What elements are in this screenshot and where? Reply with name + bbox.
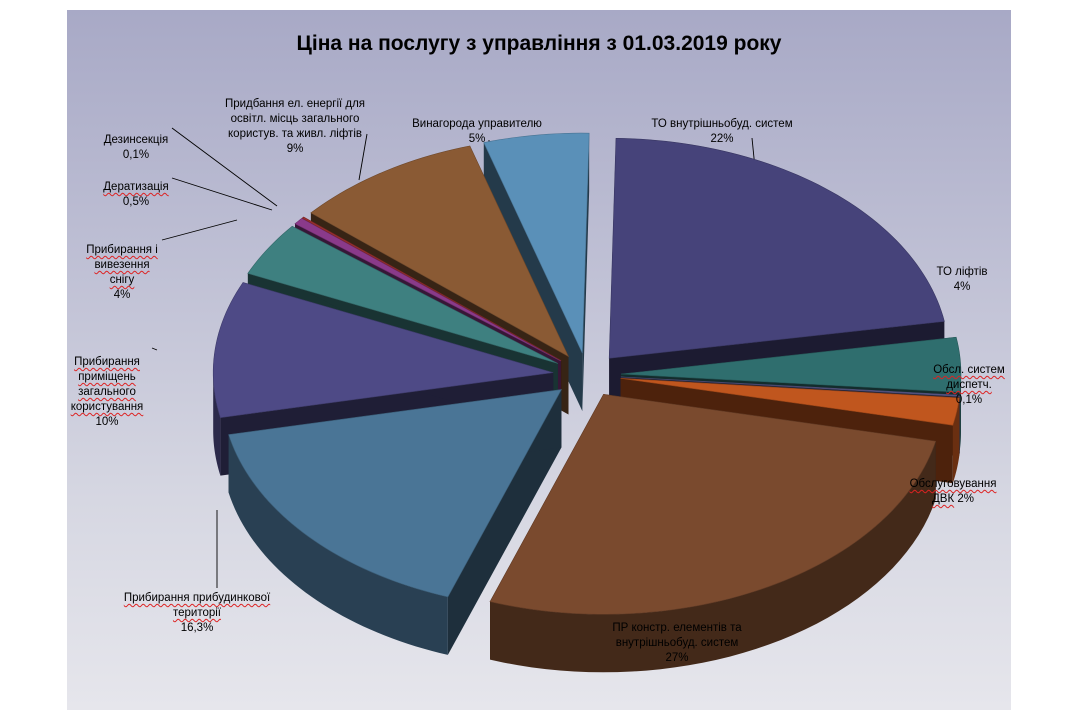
label-derat: Дератизація 0,5% xyxy=(103,181,169,208)
pie-slice xyxy=(620,336,962,393)
pie-slice xyxy=(620,376,961,397)
leader-line xyxy=(171,127,278,207)
pie-slice xyxy=(301,216,562,361)
pie-slice xyxy=(483,132,590,354)
slice-wall xyxy=(582,133,590,412)
slice-outer-wall xyxy=(213,372,221,476)
pie-slice xyxy=(489,393,937,615)
chart-title: Ціна на послугу з управління з 01.03.201… xyxy=(296,32,782,55)
label-vynag: Винагорода управителю 5% xyxy=(412,118,542,145)
label-to-lift: ТО ліфтів 4% xyxy=(936,266,988,293)
slice-outer-wall xyxy=(959,374,961,451)
leader-line xyxy=(358,133,368,181)
leader-line xyxy=(171,177,273,211)
pie-slice xyxy=(247,225,559,364)
pie-slice xyxy=(310,145,570,358)
chart-area: Ціна на послугу з управління з 01.03.201… xyxy=(67,10,1011,710)
pie-slice xyxy=(294,218,561,362)
slice-outer-wall xyxy=(952,397,960,484)
leader-line xyxy=(151,347,158,351)
label-pryb-ter: Прибирання прибудинкової території 16,3% xyxy=(123,592,271,634)
label-energy: Придбання ел. енергії для освітл. місць … xyxy=(224,98,366,155)
pie-slice xyxy=(212,282,554,418)
slice-wall xyxy=(447,389,562,655)
label-dispetch: Обсл. систем диспетч. 0,1% xyxy=(933,364,1005,406)
label-snig: Прибирання і вивезення снігу 4% xyxy=(86,244,158,301)
label-pr-konstr: ПР констр. елементів та внутрішньобуд. с… xyxy=(612,622,742,664)
label-pryb-prym: Прибирання приміщень загального користув… xyxy=(70,356,144,428)
label-dezins: Дезинсекція 0,1% xyxy=(103,134,169,161)
pie-chart xyxy=(151,127,962,673)
label-dvk: Обслуговування ДВК 2% xyxy=(909,478,997,505)
slice-outer-wall xyxy=(228,434,448,655)
label-to-vnutr: ТО внутрішньобуд. систем 22% xyxy=(651,118,793,145)
pie-slice xyxy=(620,378,960,426)
pie-slice xyxy=(228,389,562,598)
pie-slice xyxy=(608,137,945,359)
leader-line xyxy=(161,219,238,241)
